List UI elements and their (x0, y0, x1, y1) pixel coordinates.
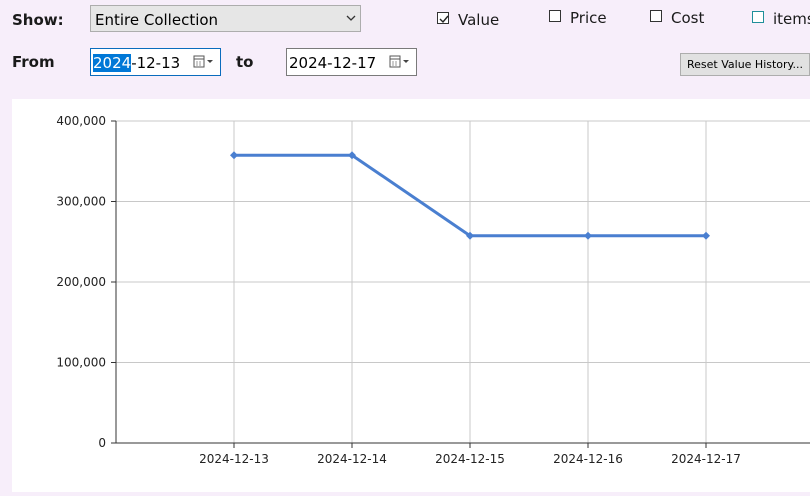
to-date-picker[interactable]: 2024-12-17 (286, 48, 417, 76)
calendar-icon[interactable] (389, 55, 411, 69)
collection-select[interactable]: Entire Collection (90, 5, 361, 32)
check-icon (439, 15, 449, 24)
chevron-down-icon (346, 15, 356, 21)
from-date-year-selected: 2024 (93, 54, 132, 72)
x-tick-label: 2024-12-15 (435, 452, 505, 466)
data-point (348, 151, 356, 160)
data-point (702, 231, 710, 240)
x-tick-label: 2024-12-14 (317, 452, 387, 466)
checkbox-cost-label: Cost (671, 9, 705, 27)
x-tick-label: 2024-12-16 (553, 452, 623, 466)
checkbox-value-box[interactable] (437, 12, 449, 24)
from-label: From (12, 53, 55, 71)
checkbox-price-label: Price (570, 9, 607, 27)
y-tick-label: 100,000 (56, 356, 106, 370)
y-tick-label: 300,000 (56, 195, 106, 209)
value-history-chart: 0 100,000 200,000 300,000 400,000 2024-12-13 2… (56, 114, 810, 466)
collection-select-value: Entire Collection (95, 11, 219, 29)
to-date-value[interactable]: 2024-12-17 (289, 54, 377, 72)
y-tick-label: 200,000 (56, 275, 106, 289)
checkbox-items-label: items (773, 10, 810, 28)
calendar-icon[interactable] (193, 55, 215, 69)
y-tick-label: 400,000 (56, 114, 106, 128)
checkbox-items-box[interactable] (752, 11, 764, 23)
from-date-picker[interactable]: 2024-12-13 (90, 48, 221, 76)
chart-area: 0 100,000 200,000 300,000 400,000 2024-12-13 2… (12, 99, 810, 492)
checkbox-cost-box[interactable] (650, 10, 662, 22)
from-date-rest: -12-13 (131, 54, 181, 72)
checkbox-price-box[interactable] (549, 10, 561, 22)
x-tick-label: 2024-12-13 (199, 452, 269, 466)
to-label: to (236, 53, 254, 71)
show-label: Show: (12, 11, 64, 29)
from-date-value[interactable]: 2024-12-13 (93, 54, 180, 72)
y-tick-label: 0 (98, 436, 106, 450)
data-point (230, 151, 238, 160)
x-tick-label: 2024-12-17 (671, 452, 741, 466)
reset-value-history-button[interactable]: Reset Value History... (680, 53, 810, 76)
data-point (584, 231, 592, 240)
data-point (466, 231, 474, 240)
checkbox-value-label: Value (458, 11, 500, 29)
